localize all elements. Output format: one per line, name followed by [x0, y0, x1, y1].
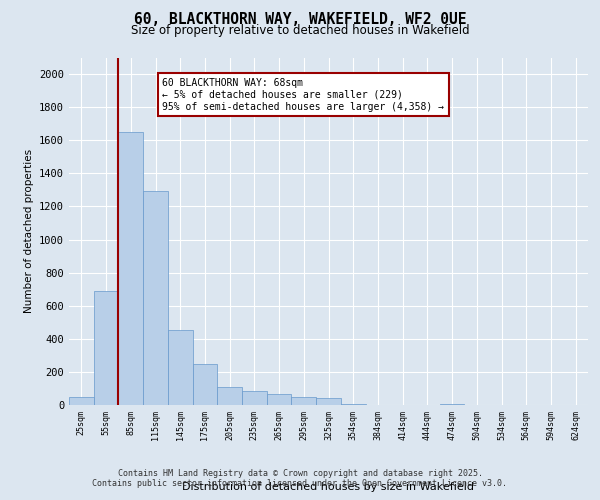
Text: Contains HM Land Registry data © Crown copyright and database right 2025.: Contains HM Land Registry data © Crown c…: [118, 470, 482, 478]
Bar: [341, 404, 365, 405]
Text: 60, BLACKTHORN WAY, WAKEFIELD, WF2 0UE: 60, BLACKTHORN WAY, WAKEFIELD, WF2 0UE: [134, 12, 466, 28]
X-axis label: Distribution of detached houses by size in Wakefield: Distribution of detached houses by size …: [182, 482, 475, 492]
Bar: [217, 387, 242, 405]
Text: Contains public sector information licensed under the Open Government Licence v3: Contains public sector information licen…: [92, 480, 508, 488]
Bar: [94, 291, 118, 405]
Bar: [316, 398, 341, 405]
Bar: [118, 132, 143, 405]
Text: Size of property relative to detached houses in Wakefield: Size of property relative to detached ho…: [131, 24, 469, 37]
Bar: [143, 190, 168, 405]
Bar: [242, 391, 267, 405]
Y-axis label: Number of detached properties: Number of detached properties: [23, 149, 34, 314]
Bar: [193, 364, 217, 405]
Bar: [69, 396, 94, 405]
Bar: [168, 330, 193, 405]
Bar: [267, 394, 292, 405]
Bar: [440, 404, 464, 405]
Text: 60 BLACKTHORN WAY: 68sqm
← 5% of detached houses are smaller (229)
95% of semi-d: 60 BLACKTHORN WAY: 68sqm ← 5% of detache…: [163, 78, 445, 112]
Bar: [292, 396, 316, 405]
